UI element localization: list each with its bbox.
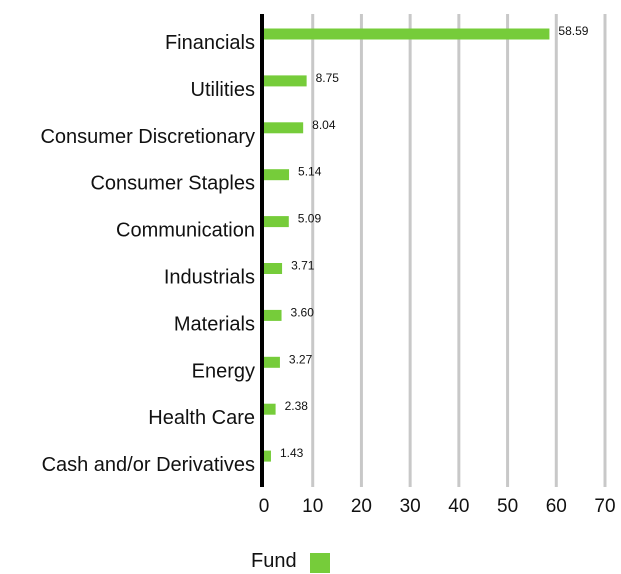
- data-label-consumer-staples: 5.14: [298, 165, 322, 179]
- category-label-financials: Financials: [165, 32, 255, 54]
- data-label-energy: 3.27: [289, 352, 313, 366]
- category-label-consumer-discretionary: Consumer Discretionary: [40, 126, 255, 148]
- category-label-utilities: Utilities: [191, 79, 255, 101]
- category-label-communication: Communication: [116, 220, 255, 242]
- gridlines: [313, 14, 605, 487]
- category-labels: Financials Utilities Consumer Discretionar…: [40, 32, 255, 476]
- x-tick-0: 0: [259, 496, 270, 517]
- x-tick-60: 60: [546, 496, 567, 517]
- x-tick-40: 40: [448, 496, 469, 517]
- data-label-communication: 5.09: [298, 212, 322, 226]
- category-label-consumer-staples: Consumer Staples: [90, 173, 255, 195]
- bar-consumer-discretionary: [264, 122, 303, 133]
- data-labels: 58.59 8.75 8.04 5.14 5.09 3.71 3.60 3.27 2.38 1.4…: [280, 24, 589, 460]
- x-tick-10: 10: [302, 496, 323, 517]
- bar-communication: [264, 216, 289, 227]
- x-tick-50: 50: [497, 496, 518, 517]
- category-label-cash-and-or-derivatives: Cash and/or Derivatives: [42, 454, 255, 476]
- x-tick-70: 70: [594, 496, 615, 517]
- x-tick-labels: 0 10 20 30 40 50 60 70: [259, 496, 616, 517]
- x-tick-30: 30: [400, 496, 421, 517]
- data-label-consumer-discretionary: 8.04: [312, 118, 336, 132]
- bar-industrials: [264, 263, 282, 274]
- bar-utilities: [264, 75, 307, 86]
- bar-consumer-staples: [264, 169, 289, 180]
- bar-energy: [264, 357, 280, 368]
- data-label-health-care: 2.38: [285, 399, 309, 413]
- bar-materials: [264, 310, 282, 321]
- legend-swatch-fund: [310, 553, 330, 573]
- category-label-industrials: Industrials: [164, 267, 255, 289]
- bar-health-care: [264, 404, 276, 415]
- category-label-materials: Materials: [174, 313, 255, 335]
- data-label-cash-and-or-derivatives: 1.43: [280, 446, 304, 460]
- category-label-energy: Energy: [192, 360, 255, 382]
- x-tick-20: 20: [351, 496, 372, 517]
- bar-cash-and-or-derivatives: [264, 451, 271, 462]
- data-label-financials: 58.59: [558, 24, 588, 38]
- data-label-industrials: 3.71: [291, 259, 315, 273]
- legend: Fund: [251, 550, 330, 573]
- data-label-utilities: 8.75: [316, 71, 340, 85]
- category-label-health-care: Health Care: [148, 407, 255, 429]
- data-label-materials: 3.60: [291, 305, 315, 319]
- bar-financials: [264, 29, 549, 40]
- legend-label-fund: Fund: [251, 550, 297, 572]
